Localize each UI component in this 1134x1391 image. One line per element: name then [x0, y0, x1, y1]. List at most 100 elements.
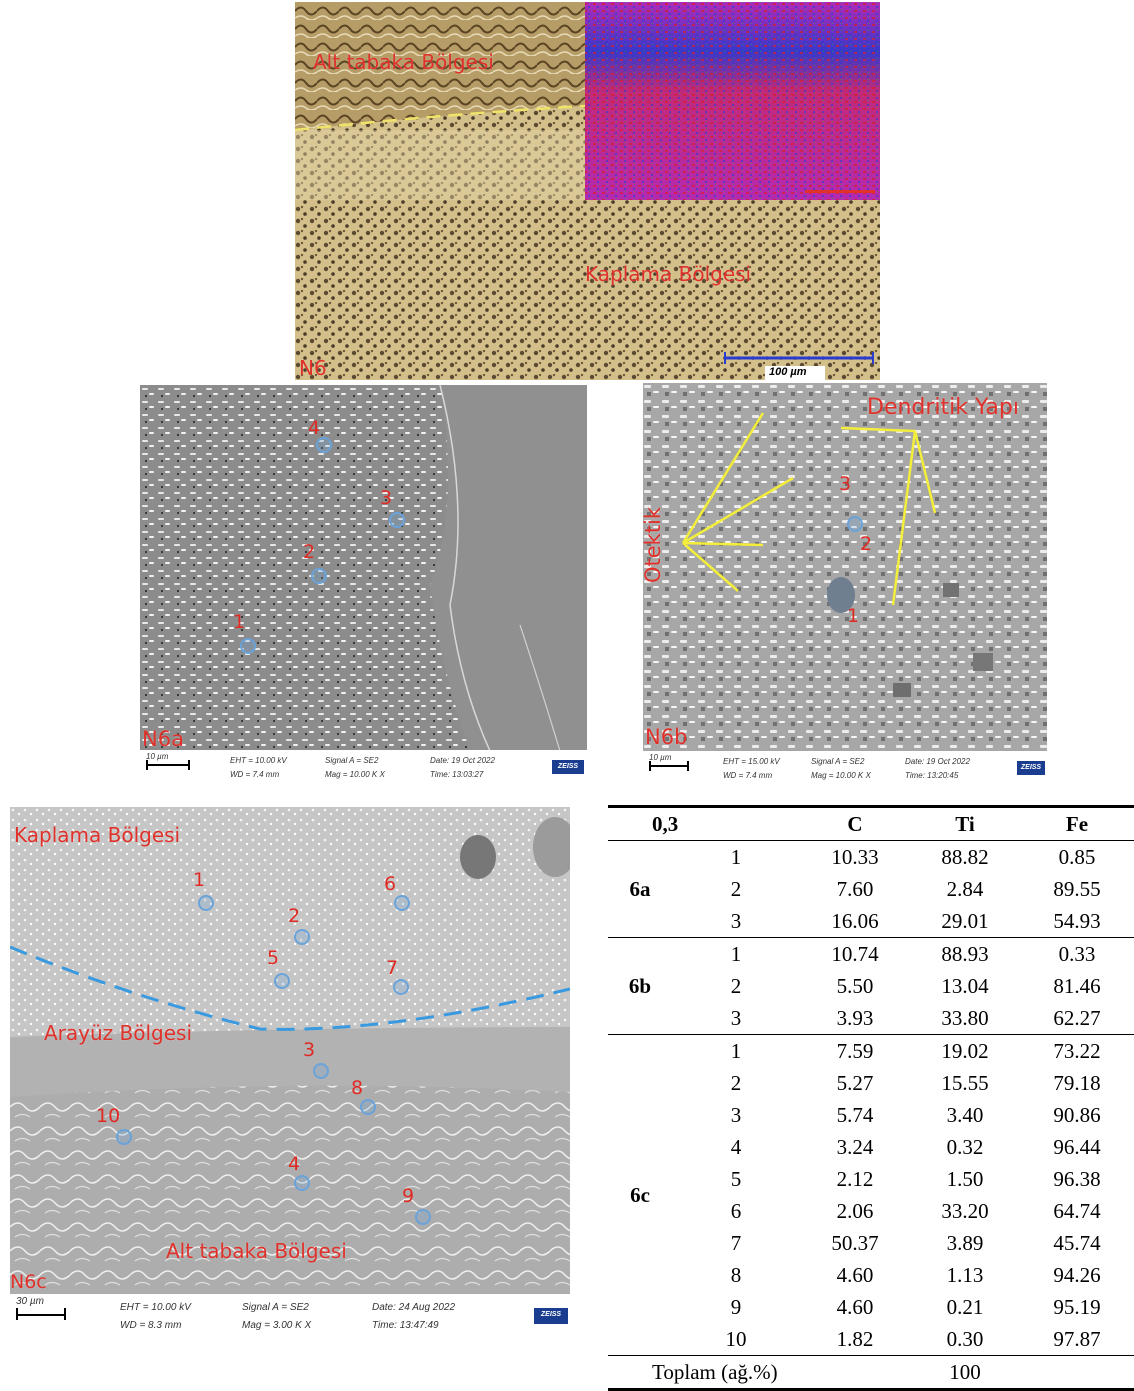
- value-cell-fe: 97.87: [1053, 1327, 1101, 1351]
- point-label: 6: [384, 873, 397, 895]
- zeiss-logo: ZEISS: [552, 760, 584, 774]
- signal-value: Signal A = SE2: [242, 1302, 309, 1313]
- scale-bar: [649, 765, 689, 767]
- substrate-region-label: Alt tabaka Bölgesi: [313, 50, 494, 74]
- table-row: 3 3.93 33.80 62.27: [608, 1002, 1134, 1035]
- point-label: 2: [860, 533, 873, 555]
- sem-texture: [10, 807, 570, 1294]
- value-cell-fe: 73.22: [1020, 1034, 1134, 1067]
- value-cell-fe: 96.44: [1053, 1135, 1101, 1159]
- scale-bar-tick: [687, 761, 689, 771]
- scale-bar-label: 30 µm: [16, 1296, 44, 1307]
- value-cell-fe: 54.93: [1053, 909, 1101, 933]
- point-number-cell: 10: [725, 1327, 747, 1351]
- sample-group-label: 6a: [629, 877, 651, 901]
- point-label: 8: [351, 1077, 364, 1099]
- value-cell-ti: 1.50: [946, 1167, 984, 1191]
- total-row: Toplam (ağ.%) 100: [608, 1355, 1134, 1391]
- total-value: 100: [910, 1355, 1020, 1391]
- column-header: Fe: [1020, 805, 1134, 841]
- analysis-point: [116, 1129, 132, 1145]
- point-label: 3: [839, 473, 852, 495]
- table-row: 8 4.60 1.13 94.26: [608, 1259, 1134, 1291]
- table-row: 7 50.37 3.89 45.74: [608, 1227, 1134, 1259]
- table-corner-cell: 0,3: [608, 805, 800, 841]
- point-number-cell: 8: [730, 1263, 742, 1287]
- signal-value: Signal A = SE2: [811, 757, 865, 766]
- value-cell-c: 10.74: [800, 937, 910, 970]
- analysis-point: [311, 568, 327, 584]
- panel-id: N6c: [10, 1271, 47, 1293]
- point-label: 2: [303, 541, 316, 563]
- point-number-cell: 4: [730, 1135, 742, 1159]
- point-label: 1: [847, 605, 860, 627]
- table-row: 2 5.27 15.55 79.18: [608, 1067, 1134, 1099]
- point-number-cell: 3: [730, 1006, 742, 1030]
- point-number-cell: 5: [730, 1167, 742, 1191]
- signal-value: Signal A = SE2: [325, 756, 379, 765]
- value-cell-c: 50.37: [831, 1231, 879, 1255]
- point-label: 5: [267, 947, 280, 969]
- sem-info-bar: 10 µm EHT = 15.00 kV WD = 7.4 mm Signal …: [643, 751, 1047, 790]
- table-row: 2 7.60 2.84 89.55: [608, 873, 1134, 905]
- table-row: 3 16.06 29.01 54.93: [608, 905, 1134, 938]
- sem-info-bar: 30 µm EHT = 10.00 kV WD = 8.3 mm Signal …: [10, 1294, 570, 1347]
- value-cell-ti: 2.84: [946, 877, 984, 901]
- point-number-cell: 3: [730, 909, 742, 933]
- total-label: Toplam (ağ.%): [608, 1355, 910, 1391]
- point-label: 4: [288, 1153, 301, 1175]
- value-cell-fe: 0.33: [1020, 937, 1134, 970]
- table-row: 3 5.74 3.40 90.86: [608, 1099, 1134, 1131]
- time-value: Time: 13:20:45: [905, 771, 959, 780]
- point-number-cell: 2: [730, 877, 742, 901]
- column-header: Ti: [910, 805, 1020, 841]
- value-cell-fe: 89.55: [1053, 877, 1101, 901]
- mag-value: Mag = 10.00 K X: [811, 771, 871, 780]
- column-header: C: [800, 805, 910, 841]
- value-cell-fe: 90.86: [1053, 1103, 1101, 1127]
- value-cell-ti: 13.04: [941, 974, 989, 998]
- time-value: Time: 13:03:27: [430, 770, 484, 779]
- table-row: 4 3.24 0.32 96.44: [608, 1131, 1134, 1163]
- date-value: Date: 19 Oct 2022: [430, 756, 495, 765]
- value-cell-fe: 64.74: [1053, 1199, 1101, 1223]
- value-cell-c: 16.06: [831, 909, 879, 933]
- point-number-cell: 1: [730, 845, 742, 869]
- sample-group-label: 6c: [608, 1034, 672, 1356]
- value-cell-c: 10.33: [831, 845, 879, 869]
- point-number-cell: 1: [672, 937, 800, 970]
- value-cell-c: 7.60: [836, 877, 874, 901]
- value-cell-c: 3.93: [836, 1006, 874, 1030]
- value-cell-ti: 0.30: [946, 1327, 984, 1351]
- value-cell-c: 2.12: [836, 1167, 874, 1191]
- wd-value: WD = 7.4 mm: [723, 771, 773, 780]
- panel-id: N6a: [142, 727, 184, 751]
- analysis-point: [847, 516, 863, 532]
- value-cell-ti: 19.02: [910, 1034, 1020, 1067]
- sem-info-bar: 10 µm EHT = 10.00 kV WD = 7.4 mm Signal …: [140, 750, 587, 790]
- wd-value: WD = 8.3 mm: [120, 1320, 182, 1331]
- scale-bar-tick: [649, 761, 651, 771]
- point-label: 3: [380, 487, 393, 509]
- analysis-point: [360, 1099, 376, 1115]
- table-row: 6 2.06 33.20 64.74: [608, 1195, 1134, 1227]
- point-label: 10: [96, 1105, 121, 1127]
- point-label: 2: [288, 905, 301, 927]
- table-row: 6c 1 7.59 19.02 73.22: [608, 1034, 1134, 1356]
- interface-region-label: Arayüz Bölgesi: [44, 1021, 193, 1045]
- scale-bar-label: 10 µm: [146, 752, 169, 761]
- point-label: 1: [193, 869, 206, 891]
- value-cell-ti: 3.40: [946, 1103, 984, 1127]
- micrograph-texture: [295, 2, 880, 380]
- value-cell-c: 4.60: [836, 1295, 874, 1319]
- table-row: 2 5.50 13.04 81.46: [608, 970, 1134, 1002]
- analysis-point: [393, 979, 409, 995]
- scale-bar: [146, 764, 190, 766]
- point-label: 9: [402, 1185, 415, 1207]
- panel-id: N6: [299, 356, 327, 380]
- substrate-region-label: Alt tabaka Bölgesi: [166, 1239, 347, 1263]
- value-cell-fe: 45.74: [1053, 1231, 1101, 1255]
- value-cell-fe: 81.46: [1053, 974, 1101, 998]
- eutectic-label: Ötektik: [643, 506, 666, 584]
- scale-bar-tick: [64, 1308, 66, 1320]
